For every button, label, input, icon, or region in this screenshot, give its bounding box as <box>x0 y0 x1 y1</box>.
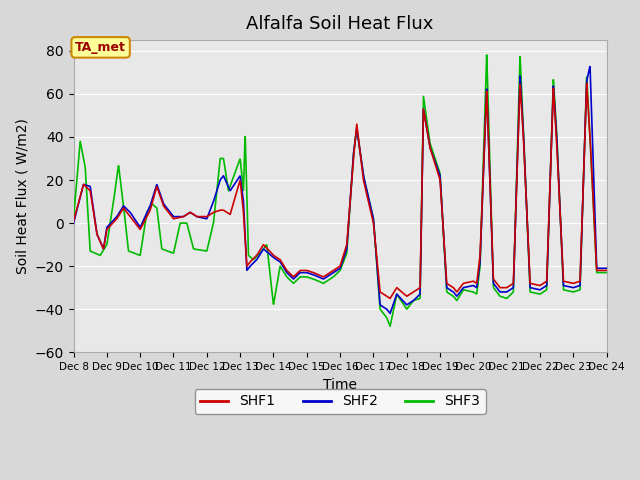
Text: TA_met: TA_met <box>75 41 126 54</box>
Title: Alfalfa Soil Heat Flux: Alfalfa Soil Heat Flux <box>246 15 434 33</box>
Legend: SHF1, SHF2, SHF3: SHF1, SHF2, SHF3 <box>195 389 486 414</box>
Y-axis label: Soil Heat Flux ( W/m2): Soil Heat Flux ( W/m2) <box>15 118 29 274</box>
X-axis label: Time: Time <box>323 377 357 392</box>
